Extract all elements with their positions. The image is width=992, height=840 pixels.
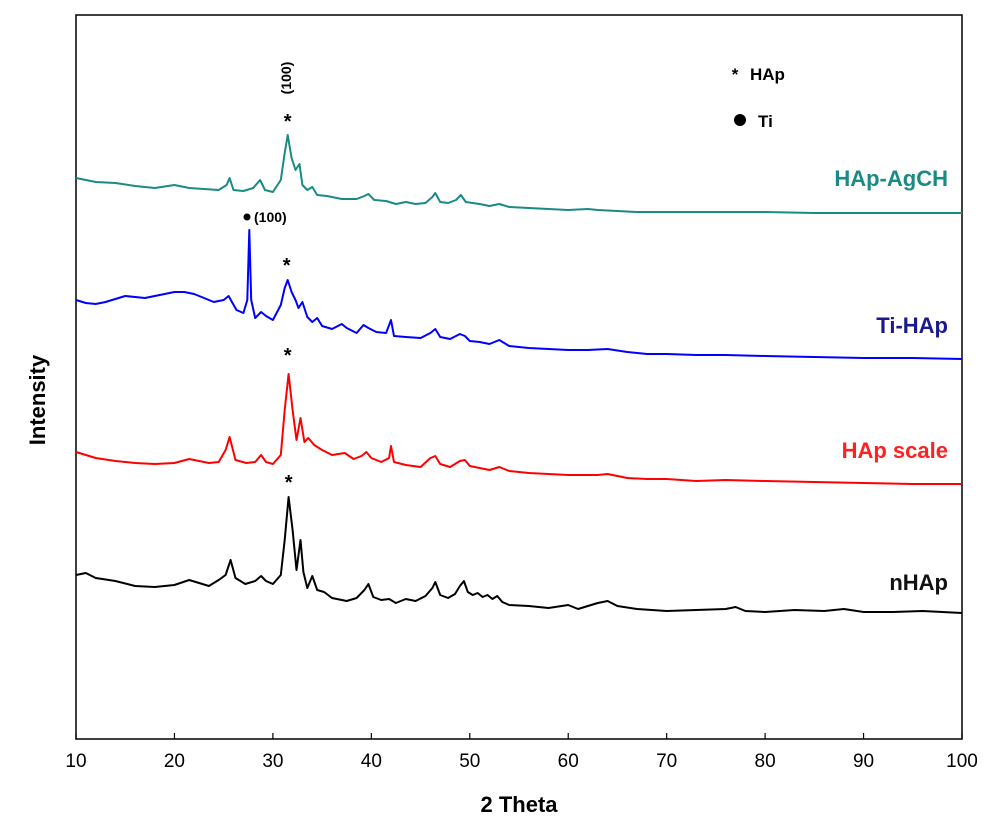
y-axis-title: Intensity [25,354,50,445]
legend-star-icon: * [732,65,739,84]
annotation-100-hap-agch: (100) [278,62,294,95]
x-ticks: 10 20 30 40 50 60 70 80 90 100 [65,733,978,772]
x-tick-label: 40 [361,751,382,772]
hap-peak-star-icon: * [284,345,292,367]
series-label-nhap: nHAp [889,570,948,595]
series-line-nhap [75,496,963,614]
peak-markers: * * * * [283,111,293,494]
series-lines [75,134,963,614]
plot-frame [75,14,963,740]
series-line-hap-scale [75,373,962,485]
hap-peak-star-icon: * [283,255,291,277]
legend-dot-icon [734,114,746,126]
series-label-hap-scale: HAp scale [842,438,948,463]
x-tick-label: 30 [262,751,283,772]
x-tick-label: 100 [946,751,978,772]
x-axis-title: 2 Theta [480,792,558,817]
x-tick-label: 60 [558,751,579,772]
hap-peak-star-icon: * [284,111,292,133]
x-tick-label: 80 [755,751,776,772]
annotation-100-ti-hap: (100) [254,209,287,225]
x-tick-label: 10 [65,751,86,772]
series-label-ti-hap: Ti-HAp [876,313,948,338]
x-tick-label: 90 [853,751,874,772]
ti-peak-dot-icon [243,213,251,221]
legend: * HAp Ti [732,65,785,131]
series-label-hap-agch: HAp-AgCH [834,166,948,191]
series-line-ti-hap [75,229,963,360]
legend-label-hap: HAp [750,65,785,84]
series-line-hap-agch [75,134,962,214]
x-tick-label: 20 [164,751,185,772]
hap-peak-star-icon: * [285,472,293,494]
x-tick-label: 50 [459,751,480,772]
x-tick-label: 70 [656,751,677,772]
legend-label-ti: Ti [758,112,773,131]
